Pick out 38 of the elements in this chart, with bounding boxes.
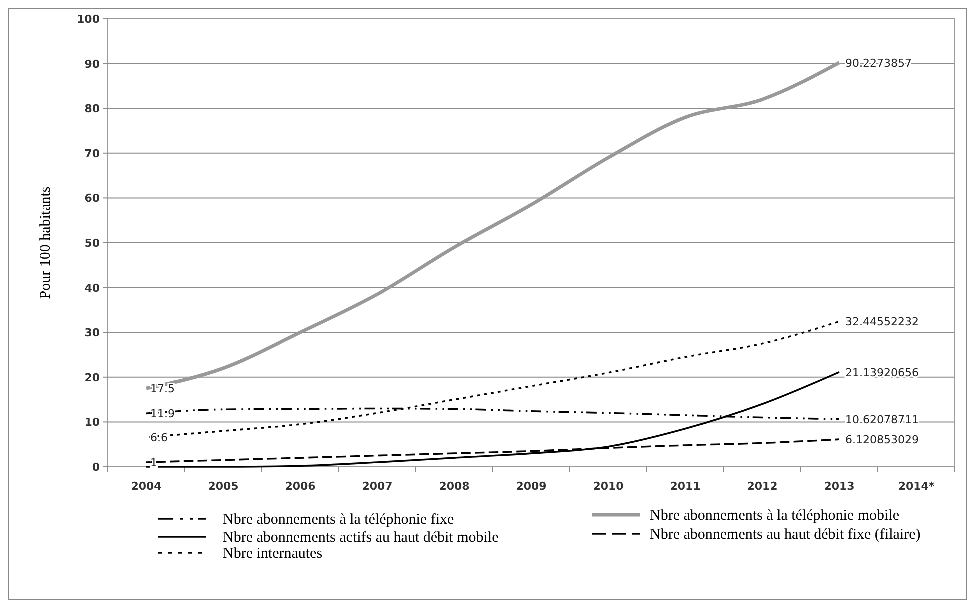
x-tick-label: 2013 <box>824 480 855 493</box>
y-tick-label: 80 <box>84 102 100 116</box>
x-tick-label: 2012 <box>747 480 778 493</box>
data-label: 21.13920656 <box>846 366 919 380</box>
y-tick-label: 90 <box>84 58 100 71</box>
y-tick-label: 30 <box>84 326 100 340</box>
data-label: 10.62078711 <box>846 413 919 426</box>
y-tick-label: 50 <box>84 237 100 250</box>
legend-label: Nbre abonnements à la téléphonie fixe <box>223 512 454 528</box>
legend-label: Nbre abonnements à la téléphonie mobile <box>650 508 900 524</box>
y-tick-label: 40 <box>84 282 100 295</box>
x-tick-label: 2004 <box>131 480 162 493</box>
legend-label: Nbre abonnements actifs au haut débit mobile <box>223 530 500 546</box>
y-tick-label: 70 <box>84 147 100 160</box>
x-tick-label: 2014* <box>898 480 935 493</box>
y-tick-label: 60 <box>84 192 100 206</box>
data-label: 90.2273857 <box>846 56 912 70</box>
x-tick-label: 2009 <box>516 480 547 493</box>
data-label: 32.44552232 <box>846 316 919 329</box>
data-label: 17.5 <box>150 382 175 396</box>
x-tick-label: 2006 <box>285 480 316 493</box>
x-tick-label: 2008 <box>439 480 470 493</box>
legend-label: Nbre abonnements au haut débit fixe (filaire) <box>650 527 921 543</box>
y-tick-label: 20 <box>84 371 100 384</box>
data-label: 11.9 <box>150 408 175 421</box>
data-label: 1 <box>150 456 158 470</box>
data-label: 6.6 <box>150 431 168 444</box>
data-label: 6.120853029 <box>846 434 919 447</box>
x-tick-label: 2010 <box>593 480 624 493</box>
line-series <box>146 371 840 468</box>
x-tick-label: 2011 <box>670 480 701 493</box>
y-tick-label: 100 <box>77 13 100 26</box>
x-tick-label: 2007 <box>362 480 393 493</box>
y-axis-title: Pour 100 habitants <box>38 186 54 300</box>
y-tick-label: 10 <box>84 416 100 430</box>
y-tick-label: 0 <box>92 461 100 474</box>
legend-label: Nbre internautes <box>223 546 323 562</box>
x-tick-label: 2005 <box>208 480 239 493</box>
